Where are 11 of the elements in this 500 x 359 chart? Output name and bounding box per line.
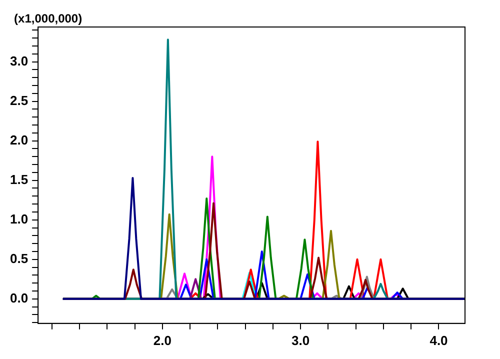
y-tick-label: 1.5 [10, 172, 28, 187]
y-tick-label: 0.0 [10, 290, 28, 306]
y-tick-label: 3.0 [10, 53, 28, 68]
y-tick-label: 2.0 [10, 132, 28, 148]
x-tick-label: 4.0 [430, 332, 448, 348]
y-tick-label: 1.0 [10, 211, 28, 226]
x-tick-label: 2.0 [153, 332, 172, 348]
y-tick-label: 2.5 [10, 92, 28, 108]
y-tick-label: 0.5 [10, 250, 28, 266]
x-tick-label: 3.0 [292, 332, 310, 348]
y-axis-title: (x1,000,000) [14, 11, 82, 26]
